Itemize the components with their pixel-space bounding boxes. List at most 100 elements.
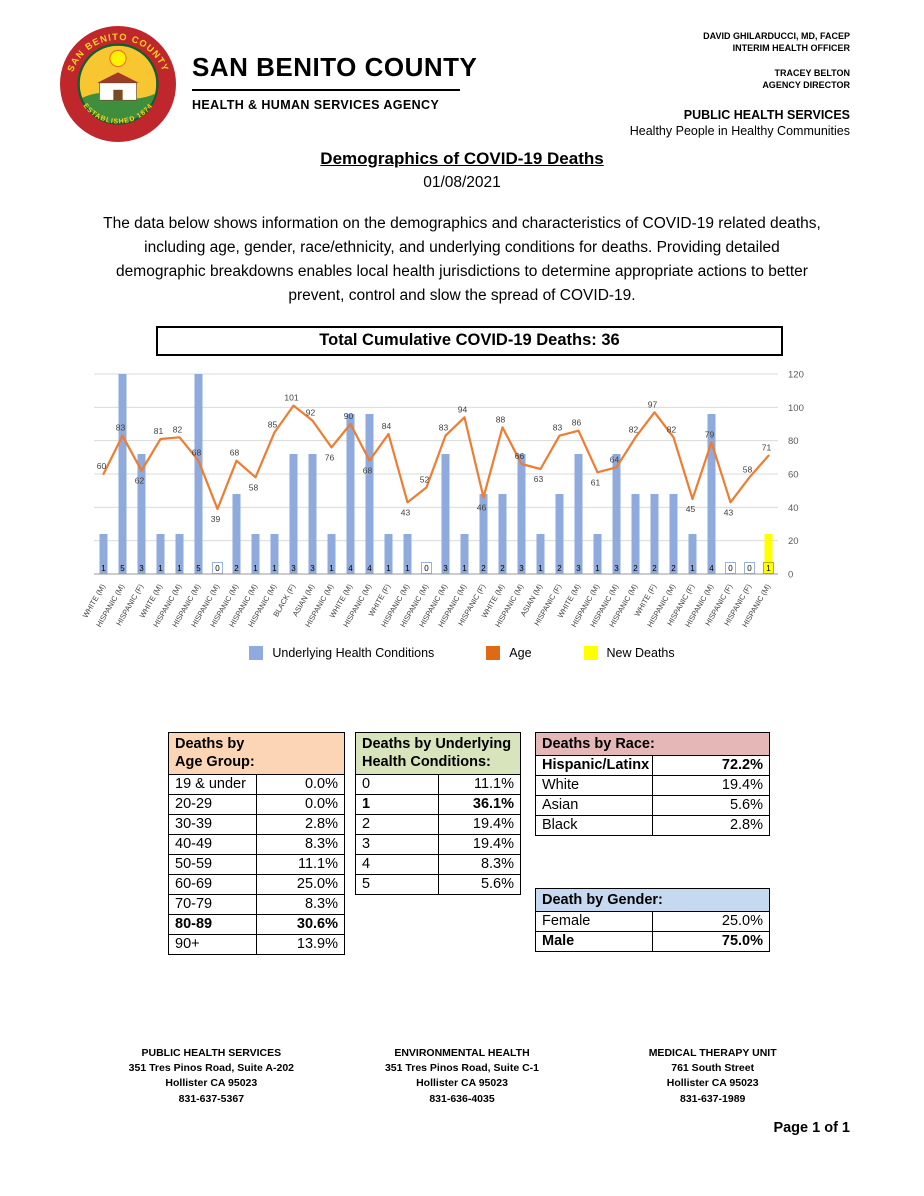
footer-column: PUBLIC HEALTH SERVICES 351 Tres Pinos Roa… xyxy=(86,1046,337,1107)
underlying-conditions-bar xyxy=(175,534,184,574)
table-cell-label: 5 xyxy=(355,873,439,895)
table-row: 70-79 8.3% xyxy=(168,893,345,915)
table-row: 90+ 13.9% xyxy=(168,933,345,955)
underlying-conditions-bar xyxy=(289,454,298,574)
table-row: 60-69 25.0% xyxy=(168,873,345,895)
svg-text:2: 2 xyxy=(481,564,486,573)
table-cell-label: 3 xyxy=(355,833,439,855)
table-cell-label: 1 xyxy=(355,793,439,815)
svg-text:1: 1 xyxy=(538,564,543,573)
underlying-conditions-bar xyxy=(707,414,716,574)
svg-text:101: 101 xyxy=(284,393,298,403)
svg-text:1: 1 xyxy=(253,564,258,573)
svg-text:5: 5 xyxy=(196,564,201,573)
svg-text:66: 66 xyxy=(515,451,525,461)
brand-divider xyxy=(192,89,460,91)
svg-text:1: 1 xyxy=(690,564,695,573)
table-row: 1 36.1% xyxy=(355,793,521,815)
svg-text:60: 60 xyxy=(97,461,107,471)
svg-text:60: 60 xyxy=(788,470,799,481)
footer-column: ENVIRONMENTAL HEALTH 351 Tres Pinos Road,… xyxy=(337,1046,588,1107)
svg-text:4: 4 xyxy=(348,564,353,573)
svg-text:3: 3 xyxy=(519,564,524,573)
table-row: Hispanic/Latinx 72.2% xyxy=(535,754,770,776)
table-cell-label: 50-59 xyxy=(168,853,257,875)
table-cell-label: 2 xyxy=(355,813,439,835)
new-death-bar xyxy=(764,534,773,574)
health-officer-title: INTERIM HEALTH OFFICER xyxy=(732,43,850,54)
page-number: Page 1 of 1 xyxy=(773,1120,850,1136)
underlying-conditions-bar xyxy=(270,534,279,574)
legend-swatch-age xyxy=(486,646,501,660)
svg-text:1: 1 xyxy=(329,564,334,573)
svg-text:2: 2 xyxy=(671,564,676,573)
table-header: Death by Gender: xyxy=(535,888,770,912)
underlying-conditions-bar xyxy=(384,534,393,574)
svg-text:4: 4 xyxy=(709,564,714,573)
table-header-row: Deaths by Race: xyxy=(535,732,770,756)
legend-item-new-deaths: New Deaths xyxy=(583,646,675,660)
svg-text:1: 1 xyxy=(158,564,163,573)
table-row: 50-59 11.1% xyxy=(168,853,345,875)
table-cell-value: 2.8% xyxy=(256,813,345,835)
footer-line: Hollister CA 95023 xyxy=(416,1077,508,1090)
underlying-conditions-bar xyxy=(346,414,355,574)
table-cell-label: Hispanic/Latinx xyxy=(535,754,653,776)
svg-text:46: 46 xyxy=(477,502,487,512)
underlying-conditions-bar xyxy=(403,534,412,574)
table-row: 2 19.4% xyxy=(355,813,521,835)
svg-text:20: 20 xyxy=(788,536,799,547)
department-name: PUBLIC HEALTH SERVICES xyxy=(683,107,850,122)
table-cell-value: 25.0% xyxy=(652,910,770,932)
underlying-conditions-bar xyxy=(365,414,374,574)
table-row: 20-29 0.0% xyxy=(168,793,345,815)
svg-text:82: 82 xyxy=(667,424,677,434)
svg-text:71: 71 xyxy=(762,443,772,453)
table-cell-value: 75.0% xyxy=(652,930,770,952)
table-cell-value: 5.6% xyxy=(437,873,521,895)
svg-text:68: 68 xyxy=(230,448,240,458)
table-cell-value: 36.1% xyxy=(437,793,521,815)
underlying-conditions-bar xyxy=(232,494,241,574)
underlying-conditions-bar xyxy=(308,454,317,574)
legend-swatch-new-deaths xyxy=(583,646,598,660)
svg-text:85: 85 xyxy=(268,419,278,429)
table-row: 5 5.6% xyxy=(355,873,521,895)
svg-text:61: 61 xyxy=(591,477,601,487)
table-cell-label: 4 xyxy=(355,853,439,875)
table-cell-value: 2.8% xyxy=(652,814,770,836)
table-cell-label: 0 xyxy=(355,773,439,795)
table-cell-value: 8.3% xyxy=(256,893,345,915)
svg-text:4: 4 xyxy=(367,564,372,573)
table-row: White 19.4% xyxy=(535,774,770,796)
table-header-row: Deaths by Age Group: xyxy=(168,732,345,775)
table-cell-value: 72.2% xyxy=(652,754,770,776)
table-cell-value: 5.6% xyxy=(652,794,770,816)
underlying-conditions-bar xyxy=(479,494,488,574)
department-tagline: Healthy People in Healthy Communities xyxy=(629,123,850,138)
svg-text:1: 1 xyxy=(272,564,277,573)
header-brand: SAN BENITO COUNTY HEALTH & HUMAN SERVICE… xyxy=(192,52,522,112)
svg-text:43: 43 xyxy=(724,507,734,517)
underlying-conditions-bar xyxy=(498,494,507,574)
legend-label-underlying: Underlying Health Conditions xyxy=(272,646,435,660)
svg-text:52: 52 xyxy=(420,474,430,484)
footer-column: MEDICAL THERAPY UNIT 761 South Street Holl… xyxy=(587,1046,838,1107)
svg-text:1: 1 xyxy=(101,564,106,573)
table-cell-label: 40-49 xyxy=(168,833,257,855)
chart-legend: Underlying Health Conditions Age New Dea… xyxy=(82,646,842,660)
svg-text:62: 62 xyxy=(135,476,145,486)
agency-director-name: TRACEY BELTON xyxy=(774,68,850,79)
agency-director-title: AGENCY DIRECTOR xyxy=(762,80,850,91)
table-cell-value: 8.3% xyxy=(437,853,521,875)
underlying-conditions-bar xyxy=(441,454,450,574)
table-cell-label: 20-29 xyxy=(168,793,257,815)
svg-text:45: 45 xyxy=(686,504,696,514)
svg-text:0: 0 xyxy=(215,564,220,573)
underlying-conditions-bar xyxy=(137,454,146,574)
svg-text:83: 83 xyxy=(439,423,449,433)
table-row: 19 & under 0.0% xyxy=(168,773,345,795)
table-cell-label: Male xyxy=(535,930,653,952)
age-line xyxy=(102,404,770,511)
county-seal-icon: SAN BENITO COUNTY ESTABLISHED 1874 xyxy=(60,26,176,142)
